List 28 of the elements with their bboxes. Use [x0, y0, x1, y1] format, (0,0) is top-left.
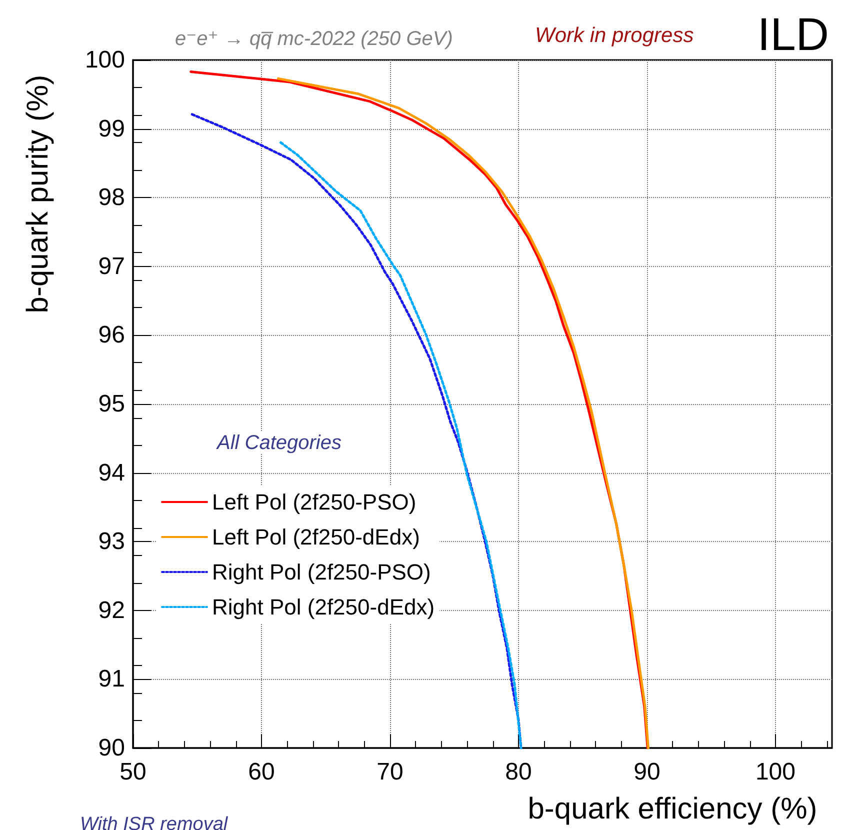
x-tick-label: 50 [120, 758, 146, 786]
x-tick-label: 80 [505, 758, 532, 786]
y-tick-label: 97 [98, 252, 125, 280]
y-tick-label: 95 [98, 390, 125, 418]
y-tick-label: 98 [98, 184, 125, 212]
y-tick-label: 91 [98, 666, 125, 693]
y-tick-label: 99 [98, 115, 125, 142]
y-tick-label: 93 [98, 528, 125, 556]
chart-title: e⁻e⁺ → qq̅ mc-2022 (250 GeV) [175, 28, 453, 50]
y-tick-label: 90 [98, 734, 125, 762]
x-tick-label: 60 [248, 758, 275, 786]
text: With ISR removal [80, 814, 228, 830]
y-tick-label: 92 [98, 596, 125, 624]
text: ILD [757, 8, 830, 60]
y-tick-label: 100 [84, 46, 125, 74]
y-tick-label: 96 [98, 322, 125, 349]
legend-label: Left Pol (2f250-PSO) [212, 490, 416, 514]
annotation: All Categories [216, 432, 342, 454]
legend-label: Left Pol (2f250-dEdx) [212, 524, 420, 550]
x-axis-title: b-quark efficiency (%) [528, 792, 818, 826]
x-tick-label: 70 [376, 758, 404, 786]
legend-label: Right Pol (2f250-PSO) [212, 560, 431, 584]
text: Work in progress [535, 24, 694, 47]
y-axis-title: b-quark purity (%) [22, 74, 54, 314]
x-tick-label: 100 [755, 758, 796, 786]
legend-label: Right Pol (2f250-dEdx) [212, 594, 435, 620]
x-tick-label: 90 [634, 758, 660, 786]
y-tick-label: 94 [98, 459, 125, 486]
